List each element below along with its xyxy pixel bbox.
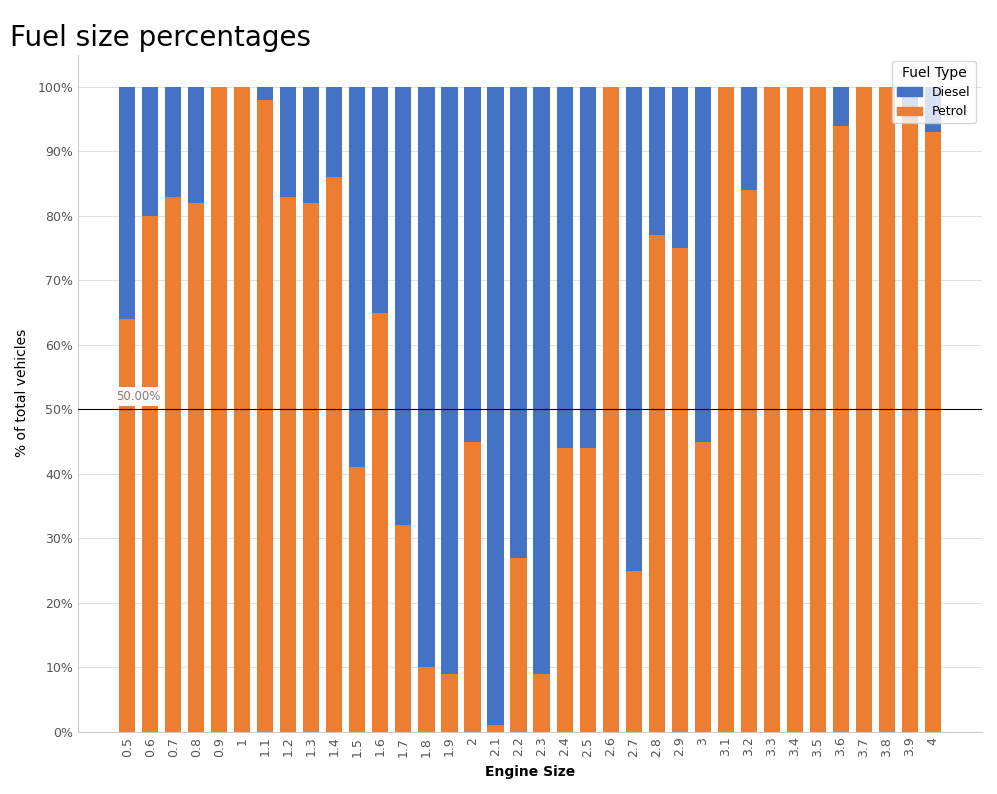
Bar [280, 197, 296, 732]
Bar [120, 87, 136, 319]
Bar [303, 203, 319, 732]
Bar [625, 571, 642, 732]
Bar [465, 87, 481, 441]
Bar [579, 87, 595, 448]
Bar [442, 87, 458, 674]
X-axis label: Engine Size: Engine Size [485, 765, 575, 779]
Bar [349, 87, 366, 468]
Bar [764, 87, 780, 732]
Legend: Diesel, Petrol: Diesel, Petrol [892, 61, 976, 123]
Bar [925, 132, 941, 732]
Bar [925, 87, 941, 132]
Bar [510, 557, 526, 732]
Bar [326, 177, 342, 732]
Bar [625, 87, 642, 571]
Bar [556, 448, 572, 732]
Bar [855, 87, 871, 732]
Bar [533, 674, 549, 732]
Bar [579, 448, 595, 732]
Bar [280, 87, 296, 197]
Bar [649, 87, 665, 235]
Bar [166, 87, 181, 197]
Bar [396, 526, 412, 732]
Bar [901, 119, 918, 732]
Bar [349, 468, 366, 732]
Bar [396, 87, 412, 526]
Bar [488, 726, 503, 732]
Bar [257, 87, 273, 100]
Bar [442, 674, 458, 732]
Bar [326, 87, 342, 177]
Bar [901, 87, 918, 119]
Bar [166, 197, 181, 732]
Bar [533, 87, 549, 674]
Bar [510, 87, 526, 557]
Bar [878, 87, 895, 732]
Text: 50.00%: 50.00% [116, 390, 161, 403]
Bar [211, 87, 227, 732]
Bar [488, 87, 503, 726]
Bar [672, 249, 688, 732]
Bar [419, 667, 435, 732]
Bar [303, 87, 319, 203]
Y-axis label: % of total vehicles: % of total vehicles [15, 330, 29, 457]
Bar [257, 100, 273, 732]
Bar [695, 441, 711, 732]
Bar [188, 203, 204, 732]
Bar [143, 216, 159, 732]
Bar [810, 87, 826, 732]
Bar [832, 125, 848, 732]
Bar [234, 87, 250, 732]
Text: Fuel size percentages: Fuel size percentages [10, 24, 311, 52]
Bar [649, 235, 665, 732]
Bar [832, 87, 848, 125]
Bar [741, 87, 757, 190]
Bar [602, 87, 619, 732]
Bar [787, 87, 803, 732]
Bar [372, 313, 389, 732]
Bar [556, 87, 572, 448]
Bar [718, 87, 734, 732]
Bar [419, 87, 435, 667]
Bar [120, 319, 136, 732]
Bar [695, 87, 711, 441]
Bar [741, 190, 757, 732]
Bar [372, 87, 389, 313]
Bar [143, 87, 159, 216]
Bar [188, 87, 204, 203]
Bar [465, 441, 481, 732]
Bar [672, 87, 688, 249]
